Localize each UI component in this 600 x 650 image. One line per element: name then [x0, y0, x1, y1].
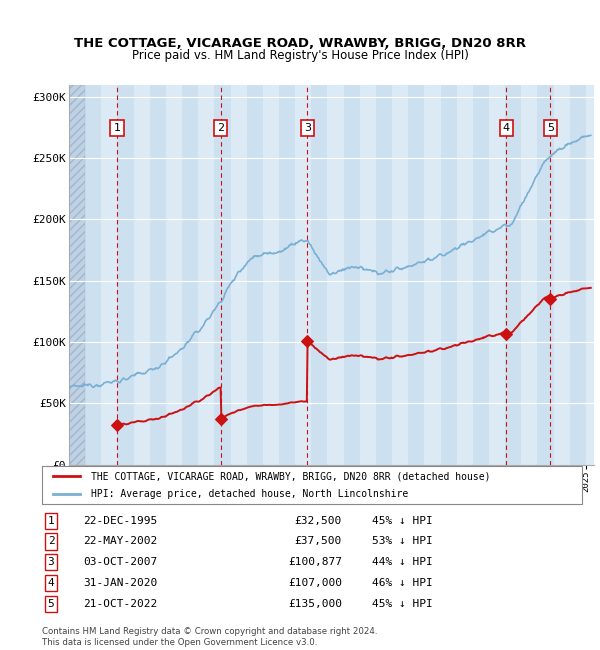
Text: 1: 1	[47, 515, 55, 526]
Text: 22-DEC-1995: 22-DEC-1995	[83, 515, 157, 526]
Text: 03-OCT-2007: 03-OCT-2007	[83, 557, 157, 567]
Bar	[118, 84, 134, 465]
Bar	[101, 84, 118, 465]
Text: 3: 3	[304, 124, 311, 133]
Bar	[295, 84, 311, 465]
Point	[545, 294, 555, 304]
Bar	[85, 84, 101, 465]
Bar	[69, 84, 85, 465]
Bar	[311, 84, 328, 465]
Bar	[360, 84, 376, 465]
Text: 4: 4	[503, 124, 510, 133]
Text: 45% ↓ HPI: 45% ↓ HPI	[372, 515, 433, 526]
Text: £37,500: £37,500	[295, 536, 342, 547]
Point	[216, 413, 226, 424]
Text: 22-MAY-2002: 22-MAY-2002	[83, 536, 157, 547]
Bar	[376, 84, 392, 465]
Text: Price paid vs. HM Land Registry's House Price Index (HPI): Price paid vs. HM Land Registry's House …	[131, 49, 469, 62]
Point	[302, 336, 312, 346]
Point	[502, 328, 511, 339]
Text: 1: 1	[113, 124, 121, 133]
Text: £135,000: £135,000	[288, 599, 342, 609]
Text: 2: 2	[217, 124, 224, 133]
Text: 3: 3	[47, 557, 55, 567]
Text: £100,877: £100,877	[288, 557, 342, 567]
Text: 53% ↓ HPI: 53% ↓ HPI	[372, 536, 433, 547]
Bar	[505, 84, 521, 465]
Bar	[408, 84, 424, 465]
Bar	[182, 84, 198, 465]
Bar	[440, 84, 457, 465]
Text: THE COTTAGE, VICARAGE ROAD, WRAWBY, BRIGG, DN20 8RR (detached house): THE COTTAGE, VICARAGE ROAD, WRAWBY, BRIG…	[91, 471, 490, 481]
Text: 46% ↓ HPI: 46% ↓ HPI	[372, 578, 433, 588]
Bar	[214, 84, 230, 465]
Text: £32,500: £32,500	[295, 515, 342, 526]
Text: 2: 2	[47, 536, 55, 547]
Bar	[554, 84, 570, 465]
Bar	[344, 84, 360, 465]
Bar	[198, 84, 214, 465]
Bar	[328, 84, 344, 465]
Bar	[69, 84, 85, 465]
Bar	[263, 84, 279, 465]
Bar	[457, 84, 473, 465]
Bar	[586, 84, 594, 465]
Bar	[538, 84, 554, 465]
Bar	[424, 84, 440, 465]
Bar	[150, 84, 166, 465]
Text: 4: 4	[47, 578, 55, 588]
Text: £107,000: £107,000	[288, 578, 342, 588]
Text: 44% ↓ HPI: 44% ↓ HPI	[372, 557, 433, 567]
Text: 45% ↓ HPI: 45% ↓ HPI	[372, 599, 433, 609]
Bar	[279, 84, 295, 465]
Bar	[392, 84, 408, 465]
Bar	[134, 84, 150, 465]
Bar	[570, 84, 586, 465]
Text: Contains HM Land Registry data © Crown copyright and database right 2024.
This d: Contains HM Land Registry data © Crown c…	[42, 627, 377, 647]
Point	[112, 420, 122, 430]
Bar	[489, 84, 505, 465]
Text: 5: 5	[47, 599, 55, 609]
Bar	[166, 84, 182, 465]
Bar	[230, 84, 247, 465]
Bar	[473, 84, 489, 465]
Bar	[521, 84, 538, 465]
Text: THE COTTAGE, VICARAGE ROAD, WRAWBY, BRIGG, DN20 8RR: THE COTTAGE, VICARAGE ROAD, WRAWBY, BRIG…	[74, 37, 526, 50]
Bar	[247, 84, 263, 465]
Text: 21-OCT-2022: 21-OCT-2022	[83, 599, 157, 609]
Text: 31-JAN-2020: 31-JAN-2020	[83, 578, 157, 588]
Text: 5: 5	[547, 124, 554, 133]
Text: HPI: Average price, detached house, North Lincolnshire: HPI: Average price, detached house, Nort…	[91, 489, 408, 499]
